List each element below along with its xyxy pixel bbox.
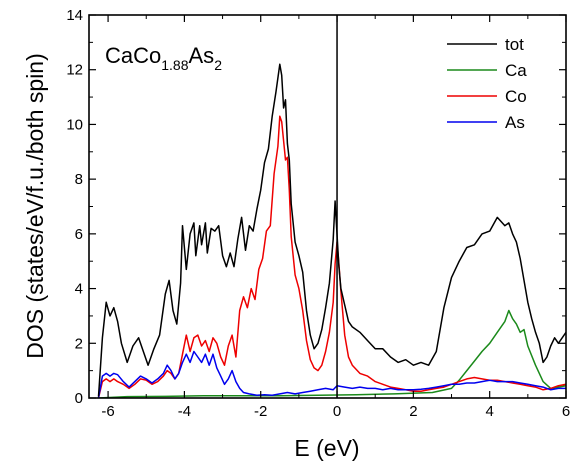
legend-label-tot: tot xyxy=(505,35,524,54)
x-axis-title: E (eV) xyxy=(294,435,359,461)
x-tick-label: -6 xyxy=(101,403,114,420)
y-tick-label: 6 xyxy=(75,226,83,243)
legend-label-ca: Ca xyxy=(505,61,527,80)
series-layer xyxy=(97,63,566,398)
y-tick-label: 12 xyxy=(66,62,83,79)
y-tick-label: 2 xyxy=(75,335,83,352)
x-tick-label: 0 xyxy=(333,403,341,420)
series-line-ca xyxy=(98,309,566,398)
series-line-tot xyxy=(97,63,566,397)
annotation-sub-1: 1.88 xyxy=(161,57,188,73)
x-tick-label: 2 xyxy=(409,403,417,420)
legend: tot Ca Co As xyxy=(447,35,527,132)
annotation-mid: As xyxy=(189,43,215,68)
x-tick-label: -2 xyxy=(254,403,267,420)
annotation-sub-2: 2 xyxy=(214,57,222,73)
y-tick-label: 4 xyxy=(75,281,83,298)
x-tick-label: 6 xyxy=(562,403,570,420)
y-tick-label: 10 xyxy=(66,116,83,133)
y-axis-title: DOS (states/eV/f.u./both spin) xyxy=(22,53,48,359)
annotation-main: CaCo xyxy=(105,43,161,68)
composition-annotation: CaCo1.88As2 xyxy=(105,43,222,73)
y-tick-label: 14 xyxy=(66,7,83,24)
x-tick-label: 4 xyxy=(486,403,494,420)
series-line-as xyxy=(97,350,566,398)
legend-label-as: As xyxy=(505,113,525,132)
x-tick-label: -4 xyxy=(178,403,191,420)
y-tick-label: 0 xyxy=(75,390,83,407)
legend-label-co: Co xyxy=(505,87,527,106)
ticks-layer: -6 -4 -2 0 2 4 6 0 2 4 6 8 10 12 14 xyxy=(66,7,570,420)
y-tick-label: 8 xyxy=(75,171,83,188)
